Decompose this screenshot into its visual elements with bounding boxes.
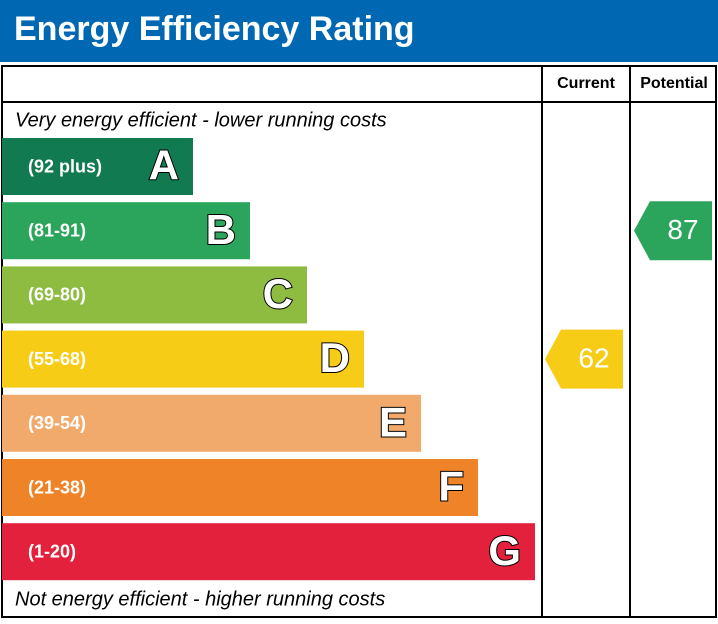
band-bar (2, 523, 535, 581)
band-letter: D (320, 334, 350, 381)
band-letter: F (438, 463, 464, 510)
title: Energy Efficiency Rating (14, 10, 415, 48)
rating-arrow (634, 201, 712, 261)
column-header: Current (557, 75, 615, 92)
rating-value: 87 (667, 214, 698, 245)
band-letter: C (263, 270, 293, 317)
band-bar (2, 202, 250, 260)
band-range: (92 plus) (28, 156, 102, 176)
band-bar (2, 394, 421, 452)
band-range: (39-54) (28, 413, 86, 433)
band-range: (81-91) (28, 220, 86, 240)
column-header: Potential (640, 75, 708, 92)
band-letter: G (488, 527, 521, 574)
band-range: (1-20) (28, 541, 76, 561)
rating-value: 62 (578, 342, 609, 373)
band-range: (69-80) (28, 285, 86, 305)
band-letter: B (206, 206, 236, 253)
band-bar (2, 330, 364, 388)
bottom-note: Not energy efficient - higher running co… (15, 588, 385, 610)
band-letter: A (149, 142, 179, 189)
band-bar (2, 266, 307, 324)
rating-arrow (545, 329, 623, 389)
band-bar (2, 459, 478, 516)
band-range: (55-68) (28, 349, 86, 369)
header-bar (0, 0, 718, 62)
band-bar (2, 138, 193, 195)
top-note: Very energy efficient - lower running co… (15, 109, 387, 131)
band-range: (21-38) (28, 477, 86, 497)
band-letter: E (379, 398, 407, 445)
